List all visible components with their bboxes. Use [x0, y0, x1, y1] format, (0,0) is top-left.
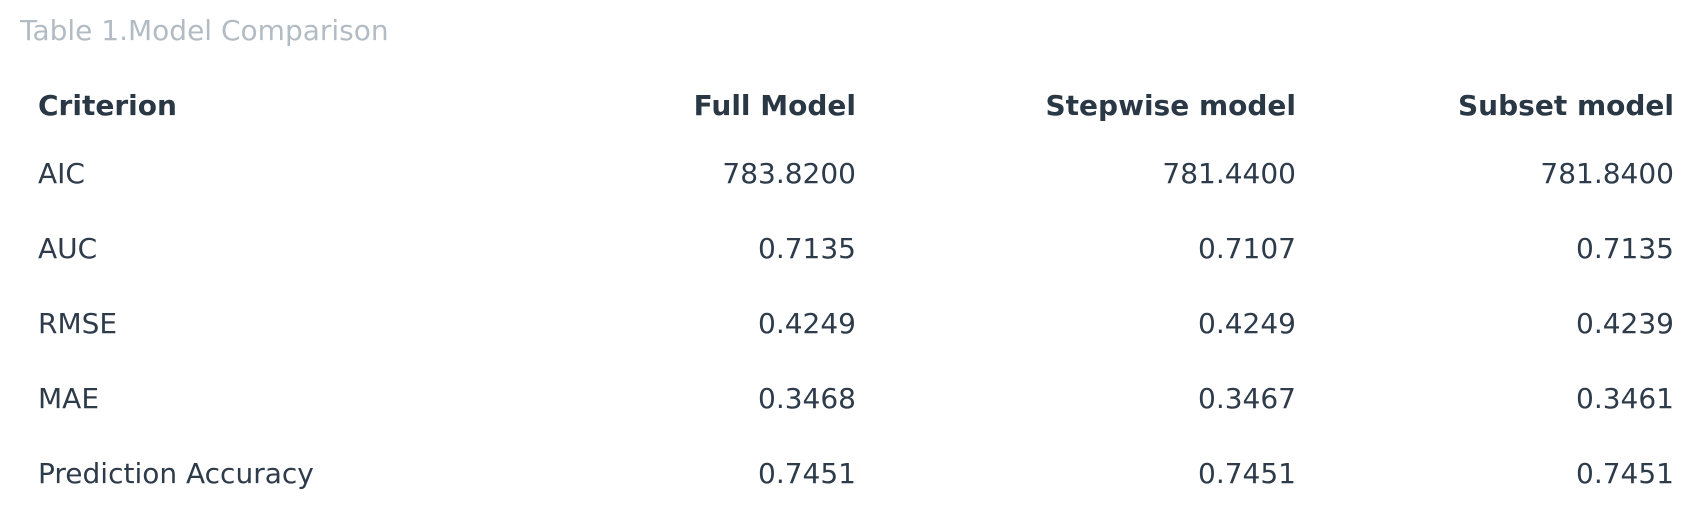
- table-row: AIC 783.8200 781.4400 781.8400: [22, 136, 1690, 211]
- cell-criterion: AUC: [38, 232, 98, 265]
- cell-subset-model: 0.4239: [1576, 307, 1674, 340]
- cell-criterion: RMSE: [38, 307, 118, 340]
- cell-subset-model: 0.7135: [1576, 232, 1674, 265]
- header-subset-model: Subset model: [1458, 89, 1674, 122]
- table-row: MAE 0.3468 0.3467 0.3461: [22, 361, 1690, 436]
- header-stepwise-model: Stepwise model: [1045, 89, 1297, 122]
- cell-full-model: 0.7451: [758, 457, 856, 490]
- cell-subset-model: 0.7451: [1576, 457, 1674, 490]
- cell-criterion: AIC: [38, 157, 85, 190]
- cell-criterion: Prediction Accuracy: [38, 457, 314, 490]
- header-row: Criterion Full Model Stepwise model Subs…: [22, 76, 1690, 136]
- cell-stepwise-model: 781.4400: [1162, 157, 1296, 190]
- table-body: AIC 783.8200 781.4400 781.8400 AUC 0.713…: [22, 136, 1690, 511]
- table-row: AUC 0.7135 0.7107 0.7135: [22, 211, 1690, 286]
- cell-stepwise-model: 0.3467: [1198, 382, 1296, 415]
- cell-full-model: 783.8200: [722, 157, 856, 190]
- cell-subset-model: 781.8400: [1540, 157, 1674, 190]
- table-caption: Table 1.Model Comparison: [20, 14, 389, 47]
- cell-full-model: 0.3468: [758, 382, 856, 415]
- table-row: Prediction Accuracy 0.7451 0.7451 0.7451: [22, 436, 1690, 511]
- cell-stepwise-model: 0.4249: [1198, 307, 1296, 340]
- cell-subset-model: 0.3461: [1576, 382, 1674, 415]
- header-full-model: Full Model: [693, 89, 856, 122]
- header-criterion: Criterion: [38, 89, 177, 122]
- cell-full-model: 0.4249: [758, 307, 856, 340]
- model-comparison-table: Criterion Full Model Stepwise model Subs…: [22, 76, 1690, 511]
- cell-stepwise-model: 0.7451: [1198, 457, 1296, 490]
- cell-stepwise-model: 0.7107: [1198, 232, 1296, 265]
- cell-criterion: MAE: [38, 382, 100, 415]
- cell-full-model: 0.7135: [758, 232, 856, 265]
- table-header: Criterion Full Model Stepwise model Subs…: [22, 76, 1690, 136]
- table-row: RMSE 0.4249 0.4249 0.4239: [22, 286, 1690, 361]
